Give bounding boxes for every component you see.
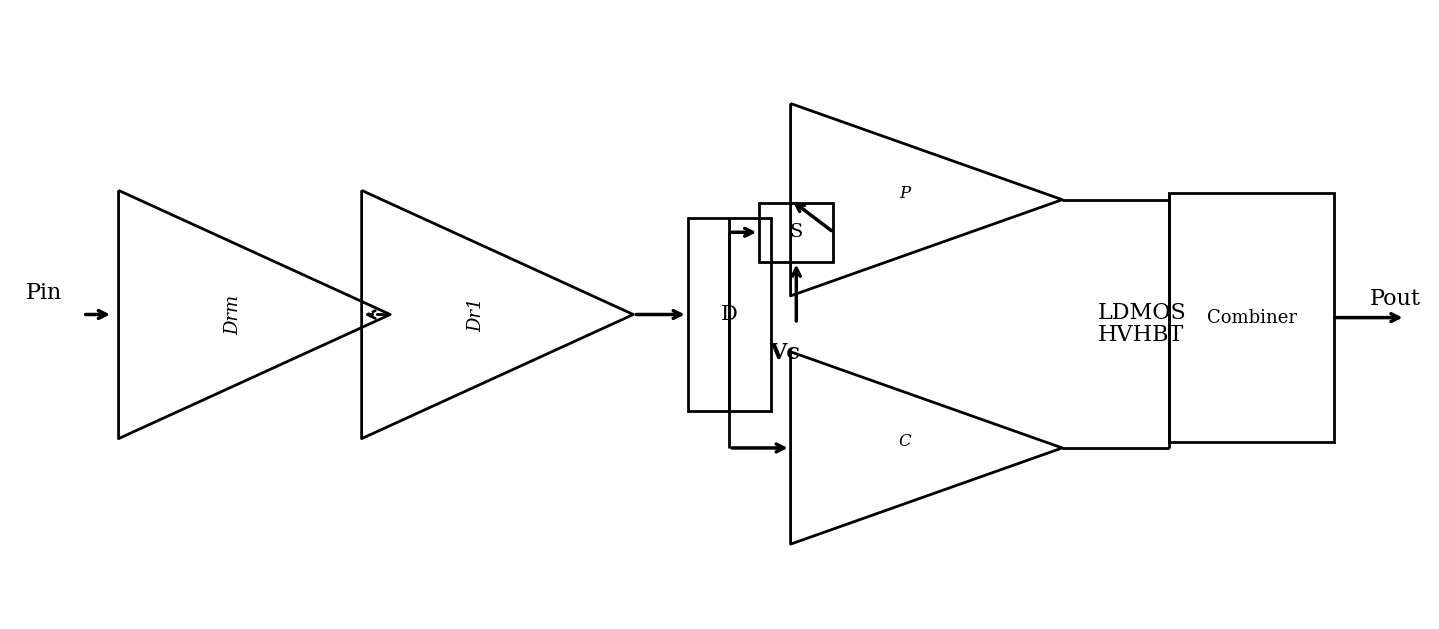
Text: LDMOS: LDMOS [1098,302,1187,324]
Bar [760,203,833,262]
Text: Vc: Vc [770,342,800,364]
Text: Dr1: Dr1 [468,298,485,331]
Text: P: P [899,185,911,202]
Bar [1170,194,1334,442]
Text: HVHBT: HVHBT [1098,323,1184,345]
Text: D: D [721,305,738,324]
Bar [688,218,770,411]
Text: Combiner: Combiner [1207,309,1297,326]
Text: Pin: Pin [26,282,62,304]
Text: C: C [898,433,911,450]
Text: Pout: Pout [1370,288,1420,310]
Text: Drm: Drm [224,294,242,335]
Text: S: S [790,223,803,242]
